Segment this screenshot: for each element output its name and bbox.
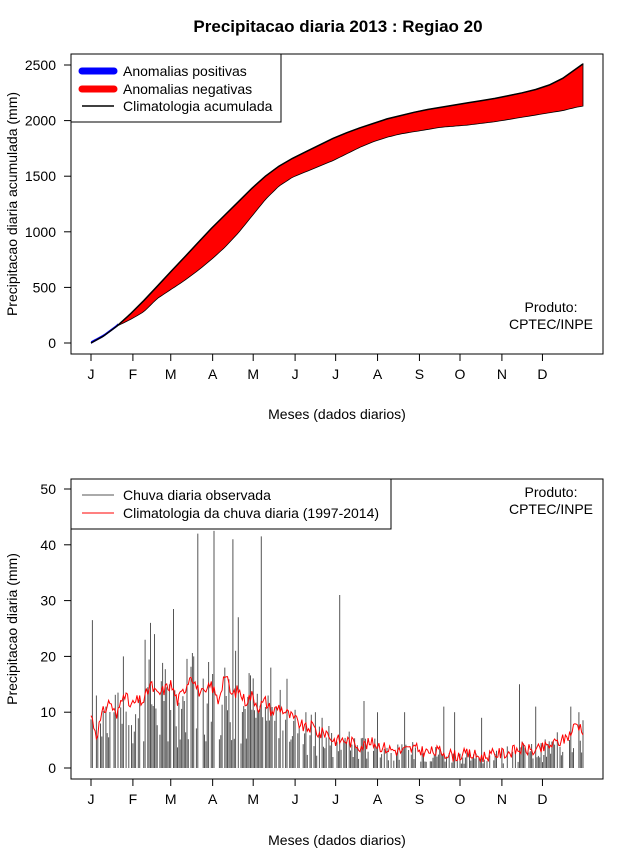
product-name-top: CPTEC/INPE (509, 316, 593, 332)
product-name-bottom: CPTEC/INPE (509, 501, 593, 517)
x-tick-label: J (332, 366, 339, 382)
x-tick-label: J (88, 366, 95, 382)
daily-y-label: Precipitacao diaria (mm) (4, 553, 20, 705)
cumulative-y-label: Precipitacao diaria acumulada (mm) (4, 92, 20, 316)
y-tick-label: 10 (40, 704, 56, 720)
cumulative-y-axis: 0 500 1000 1500 2000 2500 (25, 57, 72, 351)
y-tick-label: 40 (40, 537, 56, 553)
x-tick-label: J (88, 791, 95, 807)
cumulative-legend: Anomalias positivas Anomalias negativas … (70, 53, 282, 123)
y-tick-label: 20 (40, 648, 56, 664)
legend-climatology-label: Climatologia acumulada (123, 98, 273, 114)
x-tick-label: O (455, 791, 466, 807)
x-tick-label: M (165, 791, 177, 807)
y-tick-label: 500 (33, 279, 57, 295)
daily-x-label: Meses (dados diarios) (268, 832, 406, 848)
x-tick-label: N (497, 791, 507, 807)
x-tick-label: M (247, 366, 259, 382)
cumulative-x-label: Meses (dados diarios) (268, 406, 406, 422)
x-tick-label: J (332, 791, 339, 807)
x-tick-label: A (208, 366, 218, 382)
legend-daily-climatology-label: Climatologia da chuva diaria (1997-2014) (123, 505, 379, 521)
x-tick-label: M (247, 791, 259, 807)
x-tick-label: A (208, 791, 218, 807)
x-tick-label: F (129, 366, 138, 382)
legend-observed-label: Chuva diaria observada (123, 487, 271, 503)
y-tick-label: 50 (40, 481, 56, 497)
daily-chart-panel: 0 10 20 30 40 50 J F M A M J J A S O N D Precipitacao di… (4, 478, 604, 848)
x-tick-label: M (165, 366, 177, 382)
daily-bars (90, 530, 584, 768)
legend-positive-label: Anomalias positivas (123, 63, 247, 79)
y-tick-label: 2500 (25, 57, 56, 73)
y-tick-label: 1000 (25, 224, 56, 240)
y-tick-label: 0 (48, 760, 56, 776)
daily-legend: Chuva diaria observada Climatologia da c… (70, 478, 392, 530)
legend-negative-label: Anomalias negativas (123, 81, 252, 97)
chart-title: Precipitacao diaria 2013 : Regiao 20 (193, 17, 482, 36)
y-tick-label: 2000 (25, 113, 56, 129)
x-tick-label: A (373, 791, 383, 807)
x-tick-label: O (455, 366, 466, 382)
y-tick-label: 1500 (25, 168, 56, 184)
cumulative-chart-panel: 0 500 1000 1500 2000 2500 J F M A M J J A S O N D Precip… (4, 53, 604, 422)
daily-climatology-line (90, 676, 584, 764)
x-tick-label: J (292, 366, 299, 382)
x-tick-label: S (415, 366, 424, 382)
x-tick-label: S (415, 791, 424, 807)
x-tick-label: N (497, 366, 507, 382)
product-label-top: Produto: (525, 299, 578, 315)
y-tick-label: 0 (48, 335, 56, 351)
x-tick-label: J (292, 791, 299, 807)
x-tick-label: F (129, 791, 138, 807)
x-tick-label: D (537, 791, 547, 807)
product-label-bottom: Produto: (525, 484, 578, 500)
x-tick-label: A (373, 366, 383, 382)
y-tick-label: 30 (40, 593, 56, 609)
daily-y-axis: 0 10 20 30 40 50 (40, 481, 72, 776)
x-tick-label: D (537, 366, 547, 382)
daily-legend-box (70, 478, 392, 530)
cumulative-climatology-line (90, 63, 584, 344)
